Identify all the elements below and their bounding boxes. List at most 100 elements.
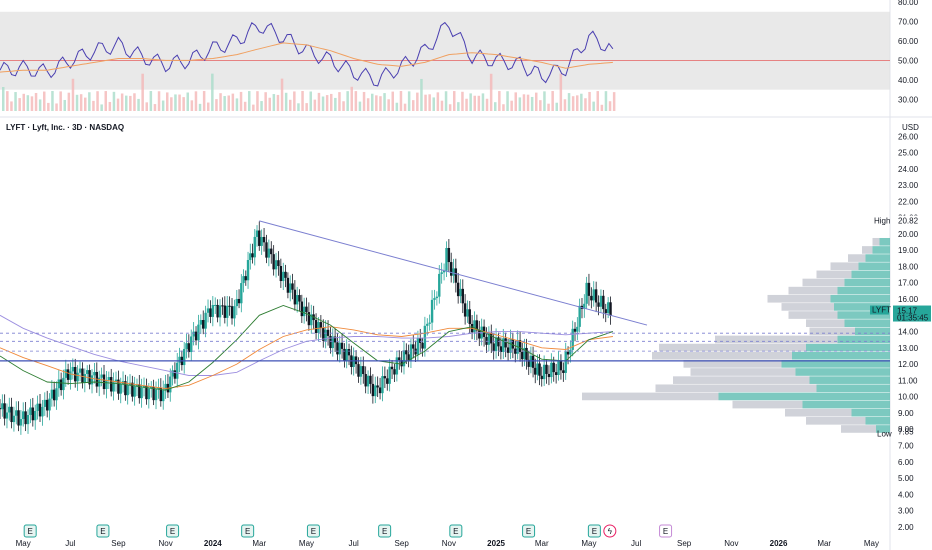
price-tick-label: 8.00 xyxy=(898,425,914,434)
candle-body xyxy=(345,349,348,361)
volume-bar xyxy=(506,91,509,111)
volume-bar xyxy=(272,94,276,111)
volume-bar xyxy=(248,91,251,111)
event-marker-label: E xyxy=(453,527,458,536)
volume-profile-up xyxy=(792,351,890,360)
volume-profile-down xyxy=(715,335,838,344)
price-tick-label: 14.00 xyxy=(898,328,919,337)
candle-body xyxy=(192,331,195,337)
volume-bar xyxy=(129,95,132,111)
volume-profile-up xyxy=(837,286,890,295)
candle-body xyxy=(331,336,334,349)
volume-bar xyxy=(38,99,42,111)
candle-body xyxy=(272,254,275,270)
volume-bar xyxy=(514,92,517,111)
volume-bar xyxy=(75,94,79,111)
volume-bar xyxy=(268,97,271,111)
candle-body xyxy=(50,389,54,399)
time-tick-label: May xyxy=(581,539,596,548)
candle-body xyxy=(126,385,129,396)
volume-bar xyxy=(313,99,317,111)
volume-bar xyxy=(510,100,513,111)
price-axis[interactable]: 30.00 40.00 50.00 60.00 70.00 80.00 2.00 3.00 4.… xyxy=(870,0,931,532)
time-tick-label: Mar xyxy=(535,539,549,548)
candle-body xyxy=(576,326,579,332)
candle-body xyxy=(502,338,505,352)
volume-bar xyxy=(137,98,140,111)
volume-bar xyxy=(588,91,591,111)
candle-body xyxy=(435,296,439,299)
price-tick-label: 24.00 xyxy=(898,165,919,174)
candle-body xyxy=(38,403,42,417)
candle-body xyxy=(388,366,391,384)
volume-bar xyxy=(498,91,501,111)
candle-body xyxy=(602,295,605,310)
volume-bar xyxy=(420,78,423,111)
volume-bar xyxy=(125,95,128,111)
candle-body xyxy=(265,242,268,258)
price-tick-label: 6.00 xyxy=(898,458,914,467)
volume-profile-up xyxy=(858,262,890,271)
candle-body xyxy=(31,407,35,421)
price-tick-label: 3.00 xyxy=(898,507,914,516)
volume-bar xyxy=(485,98,489,111)
volume-bar xyxy=(502,104,505,111)
candle-body xyxy=(36,403,39,411)
volume-profile-up xyxy=(837,311,890,319)
symbol-tag-bg xyxy=(870,305,889,315)
candle-body xyxy=(164,383,167,391)
volume-bar xyxy=(30,96,34,111)
volume-bar xyxy=(395,102,399,111)
volume-bar xyxy=(321,96,325,111)
price-tick-label: 19.00 xyxy=(898,246,919,255)
candle-body xyxy=(597,302,600,307)
high-label: High xyxy=(874,217,890,226)
event-marker-label: E xyxy=(245,527,250,536)
candle-body xyxy=(81,368,84,383)
volume-bar xyxy=(346,91,349,111)
candle-body xyxy=(433,298,436,300)
volume-bar xyxy=(477,95,481,111)
candle-body xyxy=(260,236,263,246)
candle-body xyxy=(343,348,346,361)
price-tick-label: 13.00 xyxy=(898,344,919,353)
volume-bar xyxy=(375,95,378,111)
time-axis[interactable]: May Jul Sep Nov 2024 Mar May Jul Sep Nov 2025 Mar Ma… xyxy=(16,539,879,548)
candle-body xyxy=(490,332,493,344)
volume-bar xyxy=(55,103,58,111)
volume-bar xyxy=(141,73,144,111)
volume-profile-down xyxy=(809,327,855,336)
candle-body xyxy=(246,260,250,281)
price-tick-label: 5.00 xyxy=(898,474,914,483)
volume-bar xyxy=(170,97,173,111)
volume-bar xyxy=(112,91,116,111)
candle-body xyxy=(230,306,234,319)
time-tick-label: 2024 xyxy=(204,539,222,548)
candle-body xyxy=(445,247,448,271)
candle-body xyxy=(17,410,20,426)
volume-profile-up xyxy=(809,376,890,384)
volume-profile-down xyxy=(673,376,810,384)
volume-bar xyxy=(157,91,161,111)
earnings-marker xyxy=(522,524,536,538)
volume-bar xyxy=(535,92,538,111)
volume-bar xyxy=(22,93,25,111)
candle-body xyxy=(5,412,9,419)
candle-body xyxy=(468,309,471,324)
volume-bar xyxy=(342,101,345,111)
candle-body xyxy=(185,343,188,349)
candle-body xyxy=(340,342,344,349)
candle-body xyxy=(557,360,560,375)
candle-body xyxy=(421,342,424,349)
volume-bar xyxy=(14,92,17,111)
volume-profile-up xyxy=(851,270,890,279)
volume-profile-down xyxy=(862,246,873,254)
volume-bar xyxy=(211,73,214,111)
candle-body xyxy=(499,346,503,352)
time-tick-label: May xyxy=(16,539,31,548)
earnings-marker xyxy=(241,524,255,538)
volume-bar xyxy=(444,91,448,111)
volume-profile-up xyxy=(830,294,890,303)
candle-body xyxy=(475,320,479,331)
